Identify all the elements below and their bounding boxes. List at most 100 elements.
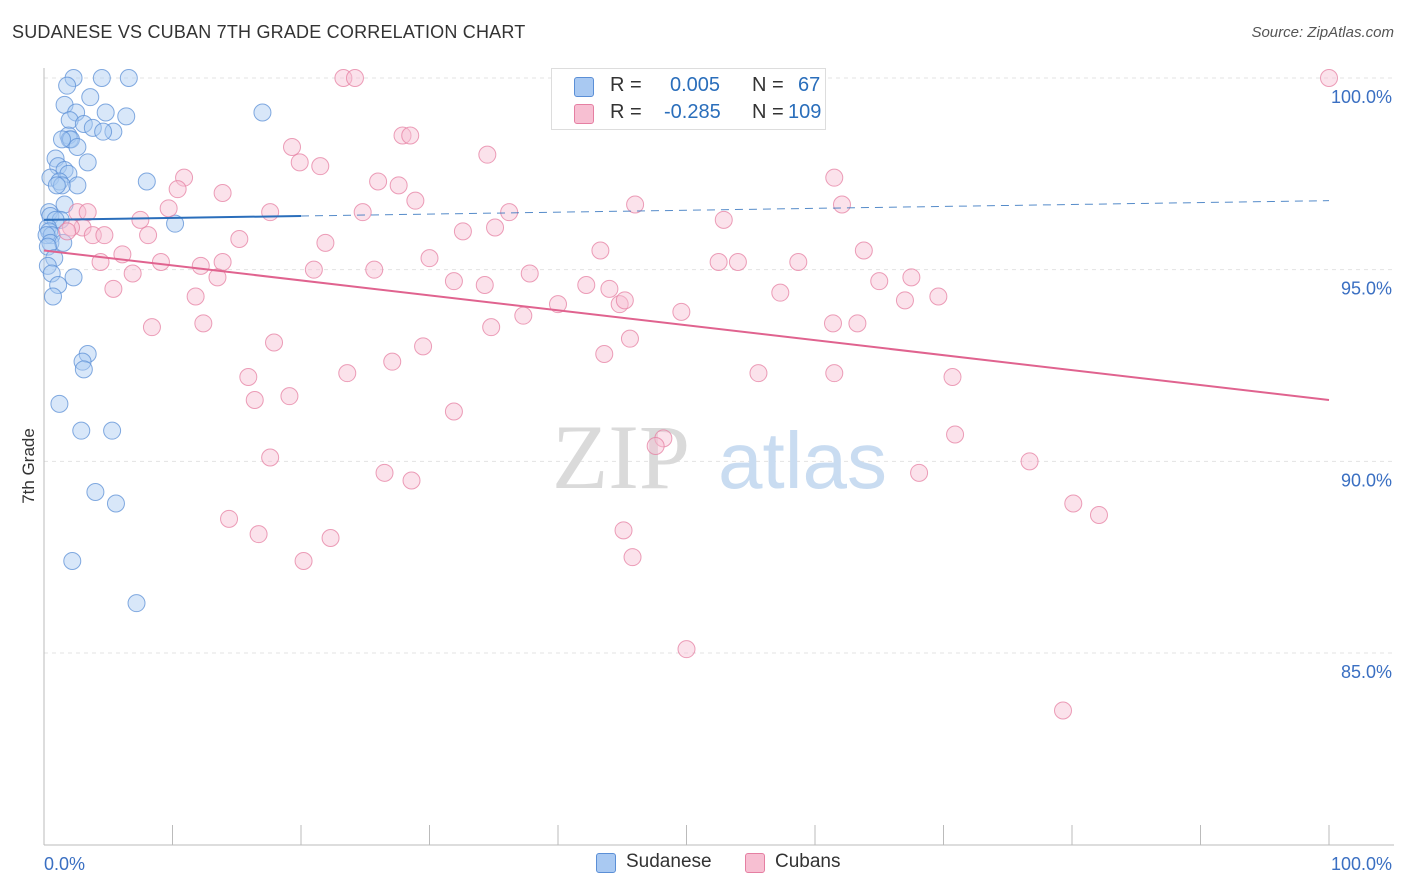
y-tick-label: 90.0% bbox=[1341, 470, 1392, 490]
sudanese-point bbox=[253, 103, 272, 122]
cubans-point bbox=[159, 199, 178, 218]
sudanese-point bbox=[119, 69, 138, 87]
cubans-swatch bbox=[574, 104, 594, 124]
cubans-point bbox=[369, 172, 388, 191]
cubans-point bbox=[654, 429, 673, 448]
cubans-point bbox=[870, 272, 889, 291]
cubans-point bbox=[444, 272, 463, 291]
watermark: ZIP atlas bbox=[552, 406, 887, 508]
cubans-point bbox=[283, 138, 302, 156]
sudanese-point bbox=[47, 176, 66, 195]
cubans-point bbox=[728, 253, 747, 271]
cubans-point bbox=[265, 333, 284, 352]
cubans-point bbox=[626, 195, 645, 214]
sudanese-point bbox=[74, 360, 93, 379]
sudanese-point bbox=[78, 153, 97, 172]
cubans-point bbox=[500, 203, 519, 222]
sudanese-point bbox=[103, 421, 122, 440]
cubans-point bbox=[600, 279, 619, 298]
sudanese-legend-swatch bbox=[596, 853, 616, 873]
legend-r-label: R = bbox=[610, 101, 642, 123]
cubans-point bbox=[151, 253, 170, 271]
cubans-point bbox=[549, 295, 567, 314]
cubans-point bbox=[186, 287, 205, 306]
sudanese-point bbox=[137, 172, 156, 191]
cubans-point bbox=[902, 268, 921, 287]
legend-n-label: N = bbox=[752, 74, 784, 96]
sudanese-point bbox=[106, 494, 125, 513]
cubans-point bbox=[249, 525, 268, 544]
cubans-point bbox=[714, 210, 733, 229]
cubans-point bbox=[614, 521, 633, 540]
cubans-point bbox=[475, 276, 494, 294]
sudanese-point bbox=[74, 115, 93, 133]
x-tick-label: 100.0% bbox=[1331, 854, 1392, 874]
cubans-point bbox=[239, 368, 258, 386]
sudanese-point bbox=[64, 268, 83, 287]
cubans-point bbox=[311, 157, 330, 176]
cubans-point bbox=[321, 529, 340, 547]
cubans-point bbox=[825, 364, 844, 383]
y-tick-label: 85.0% bbox=[1341, 662, 1392, 682]
cubans-point bbox=[175, 168, 194, 187]
legend-box: R = 0.005 N = 67 R = -0.285 N = 109 bbox=[551, 68, 826, 130]
cubans-point bbox=[620, 329, 639, 348]
legend-n-label: N = bbox=[752, 101, 784, 123]
cubans-point bbox=[825, 168, 844, 187]
cubans-legend-label: Cubans bbox=[775, 851, 841, 872]
sudanese-point bbox=[54, 233, 73, 252]
cubans-points bbox=[58, 69, 1338, 720]
sudanese-point bbox=[64, 69, 83, 87]
sudanese-point bbox=[60, 111, 79, 130]
cubans-point bbox=[230, 230, 249, 248]
cubans-point bbox=[383, 352, 402, 371]
tick-labels: 100.0% 95.0% 90.0% 85.0% 0.0% 100.0% bbox=[44, 87, 1392, 874]
cubans-point bbox=[823, 314, 842, 333]
cubans-point bbox=[709, 253, 728, 271]
cubans-point bbox=[389, 176, 408, 195]
sudanese-point bbox=[52, 130, 71, 149]
cubans-point bbox=[672, 302, 691, 321]
cubans-point bbox=[848, 314, 867, 333]
sudanese-trend-extension bbox=[300, 200, 1330, 217]
cubans-point bbox=[646, 437, 665, 455]
cubans-point bbox=[420, 249, 439, 268]
cubans-point bbox=[1064, 494, 1083, 513]
cubans-point bbox=[1089, 506, 1108, 524]
cubans-point bbox=[595, 345, 614, 363]
cubans-point bbox=[375, 463, 394, 482]
cubans-point bbox=[623, 548, 642, 567]
sudanese-point bbox=[43, 287, 62, 306]
source-label: Source: ZipAtlas.com bbox=[1251, 24, 1394, 41]
legend-r-value-sudanese: 0.005 bbox=[670, 74, 721, 96]
cubans-point bbox=[414, 337, 433, 356]
cubans-point bbox=[749, 364, 768, 383]
cubans-point bbox=[1054, 701, 1073, 720]
cubans-point bbox=[591, 241, 610, 260]
cubans-point bbox=[406, 191, 425, 210]
sudanese-point bbox=[42, 264, 61, 283]
sudanese-swatch bbox=[574, 77, 594, 97]
cubans-point bbox=[514, 306, 533, 325]
sudanese-trend-line bbox=[43, 215, 302, 221]
cubans-point bbox=[191, 256, 210, 275]
cubans-point bbox=[401, 126, 420, 145]
cubans-point bbox=[895, 291, 914, 310]
sudanese-point bbox=[72, 421, 91, 440]
sudanese-point bbox=[81, 88, 100, 107]
cubans-point bbox=[615, 291, 634, 310]
cubans-point bbox=[58, 222, 77, 241]
cubans-point bbox=[577, 276, 596, 294]
sudanese-point bbox=[83, 118, 102, 137]
sudanese-points bbox=[37, 69, 272, 613]
cubans-point bbox=[910, 463, 929, 482]
cubans-point bbox=[677, 640, 696, 659]
cubans-point bbox=[261, 203, 280, 222]
cubans-point bbox=[946, 425, 965, 444]
legend-r-value-cubans: -0.285 bbox=[664, 101, 721, 123]
sudanese-legend-label: Sudanese bbox=[626, 851, 712, 872]
cubans-point bbox=[520, 264, 539, 283]
cubans-point bbox=[453, 222, 472, 241]
cubans-point bbox=[771, 283, 790, 302]
y-axis-label: 7th Grade bbox=[19, 428, 38, 504]
